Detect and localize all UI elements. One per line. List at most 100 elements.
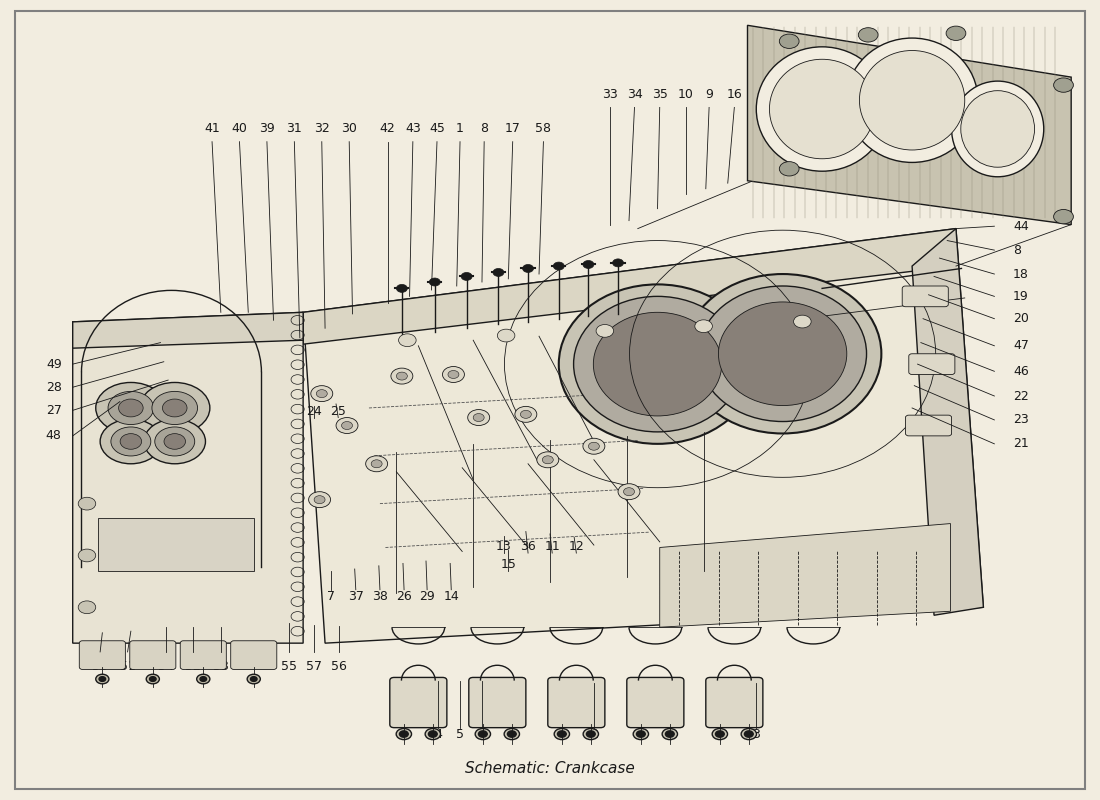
Polygon shape (912, 229, 983, 615)
Circle shape (666, 731, 674, 738)
Circle shape (473, 414, 484, 422)
Text: 47: 47 (1013, 339, 1028, 352)
Polygon shape (304, 229, 983, 643)
Circle shape (425, 729, 440, 740)
FancyBboxPatch shape (905, 415, 952, 436)
Circle shape (396, 729, 411, 740)
Circle shape (197, 674, 210, 684)
Text: 39: 39 (258, 122, 275, 135)
Circle shape (317, 390, 328, 398)
Ellipse shape (859, 50, 965, 150)
Circle shape (478, 731, 487, 738)
Circle shape (146, 674, 160, 684)
Polygon shape (73, 312, 304, 643)
Circle shape (429, 278, 440, 286)
Circle shape (100, 419, 162, 464)
Circle shape (341, 422, 352, 430)
Circle shape (741, 729, 757, 740)
Circle shape (309, 492, 331, 508)
Circle shape (371, 460, 382, 468)
FancyBboxPatch shape (180, 641, 227, 670)
Text: 51: 51 (120, 660, 135, 673)
Circle shape (448, 370, 459, 378)
Circle shape (164, 434, 186, 450)
Circle shape (493, 269, 504, 277)
Circle shape (475, 729, 491, 740)
Text: 17: 17 (505, 122, 520, 135)
FancyBboxPatch shape (130, 641, 176, 670)
Circle shape (745, 731, 754, 738)
Text: 14: 14 (443, 590, 459, 602)
Ellipse shape (952, 81, 1044, 177)
Text: 50: 50 (92, 660, 108, 673)
Circle shape (78, 601, 96, 614)
Text: 5: 5 (456, 729, 464, 742)
FancyBboxPatch shape (706, 678, 763, 728)
Circle shape (779, 162, 799, 176)
Circle shape (715, 731, 724, 738)
Text: 32: 32 (314, 122, 330, 135)
Text: 42: 42 (379, 122, 396, 135)
Circle shape (461, 273, 472, 281)
Text: 21: 21 (1013, 438, 1028, 450)
FancyBboxPatch shape (231, 641, 277, 670)
Text: 22: 22 (1013, 390, 1028, 402)
Circle shape (793, 315, 811, 328)
FancyBboxPatch shape (389, 678, 447, 728)
Text: 9: 9 (705, 88, 713, 101)
Circle shape (108, 391, 154, 425)
Text: 10: 10 (678, 88, 694, 101)
Text: Schematic: Crankcase: Schematic: Crankcase (465, 761, 635, 776)
Text: 48: 48 (46, 430, 62, 442)
Circle shape (390, 368, 412, 384)
Circle shape (542, 456, 553, 464)
Circle shape (152, 391, 198, 425)
Circle shape (537, 452, 559, 468)
Circle shape (583, 438, 605, 454)
Circle shape (520, 410, 531, 418)
Text: 12: 12 (569, 540, 584, 553)
Circle shape (554, 729, 570, 740)
Circle shape (507, 731, 516, 738)
Text: 16: 16 (726, 88, 742, 101)
Text: 30: 30 (341, 122, 358, 135)
Circle shape (515, 406, 537, 422)
Circle shape (396, 372, 407, 380)
Ellipse shape (718, 302, 847, 406)
Text: 25: 25 (330, 405, 346, 418)
Text: 37: 37 (348, 590, 364, 602)
Text: 44: 44 (1013, 220, 1028, 233)
Text: 27: 27 (46, 404, 62, 417)
Circle shape (96, 382, 166, 434)
Ellipse shape (573, 296, 741, 432)
Text: 46: 46 (1013, 365, 1028, 378)
Text: 43: 43 (405, 122, 420, 135)
Text: 45: 45 (429, 122, 444, 135)
FancyBboxPatch shape (902, 286, 948, 306)
Circle shape (428, 731, 437, 738)
Circle shape (712, 729, 727, 740)
Circle shape (596, 325, 614, 338)
Text: 54: 54 (158, 660, 174, 673)
Text: 56: 56 (331, 660, 348, 673)
Circle shape (497, 329, 515, 342)
Polygon shape (73, 312, 304, 348)
Text: 28: 28 (46, 381, 62, 394)
Circle shape (336, 418, 358, 434)
Text: 18: 18 (1013, 267, 1028, 281)
Circle shape (396, 285, 407, 292)
Text: 2: 2 (590, 729, 597, 742)
Circle shape (1054, 78, 1074, 92)
Polygon shape (748, 26, 1071, 225)
Circle shape (662, 729, 678, 740)
Text: 52: 52 (186, 660, 201, 673)
Text: 40: 40 (231, 122, 248, 135)
Text: 58: 58 (536, 122, 551, 135)
Text: 55: 55 (280, 660, 297, 673)
Ellipse shape (593, 312, 722, 416)
FancyBboxPatch shape (469, 678, 526, 728)
Circle shape (119, 399, 143, 417)
Circle shape (111, 427, 151, 456)
Circle shape (78, 549, 96, 562)
Circle shape (155, 427, 195, 456)
